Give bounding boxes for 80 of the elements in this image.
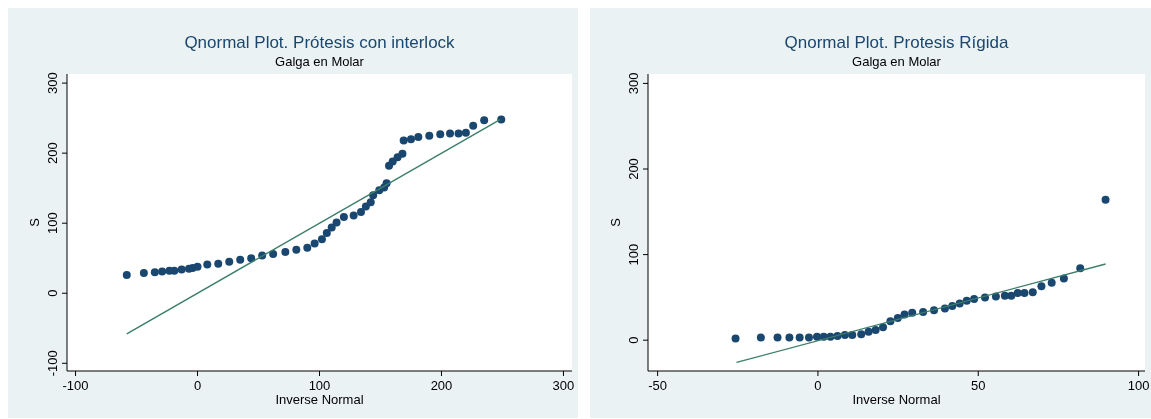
point <box>414 133 423 142</box>
x-tick-label: -50 <box>648 378 668 393</box>
point <box>436 130 445 139</box>
x-tick-label: 100 <box>308 378 331 393</box>
point <box>480 116 489 125</box>
y-tick-label: 100 <box>45 212 60 235</box>
y-tick-label: 200 <box>626 158 641 180</box>
point <box>1028 288 1037 297</box>
chart-subtitle: Galga en Molar <box>852 54 942 69</box>
point <box>1037 282 1046 291</box>
point <box>158 267 167 276</box>
point <box>756 333 765 342</box>
x-tick-label: 100 <box>1127 378 1150 393</box>
y-tick-label: 0 <box>45 289 60 297</box>
point <box>317 235 326 244</box>
point <box>469 121 478 130</box>
point <box>1047 278 1056 287</box>
point <box>247 254 256 263</box>
point <box>454 129 463 138</box>
point <box>356 207 365 216</box>
point <box>303 243 312 252</box>
point <box>193 262 202 271</box>
point <box>322 229 331 238</box>
point <box>425 131 434 140</box>
point <box>795 333 804 342</box>
point <box>225 257 234 266</box>
point <box>1013 289 1022 298</box>
point <box>857 330 866 339</box>
x-tick-label: 300 <box>552 378 575 393</box>
point <box>177 265 186 274</box>
chart-title: Qnormal Plot. Prótesis con interlock <box>184 33 456 52</box>
x-tick-label: 200 <box>430 378 453 393</box>
point <box>214 259 223 268</box>
x-tick-label: 0 <box>814 378 822 393</box>
y-tick-label: 100 <box>626 243 641 266</box>
point <box>773 333 782 342</box>
point <box>871 325 880 334</box>
point <box>327 223 336 232</box>
point <box>281 247 290 256</box>
point <box>203 260 212 269</box>
point <box>398 149 407 158</box>
point <box>731 334 740 343</box>
point <box>1059 274 1068 283</box>
point <box>785 333 794 342</box>
chart-subtitle: Galga en Molar <box>275 54 365 69</box>
point <box>150 268 159 277</box>
point <box>864 327 873 336</box>
y-tick-label: 200 <box>45 142 60 164</box>
point <box>122 271 131 280</box>
y-axis-title: S <box>608 217 623 227</box>
point <box>139 268 148 277</box>
x-tick-label: 0 <box>193 378 202 393</box>
y-tick-label: 300 <box>626 72 641 95</box>
point <box>1101 195 1110 204</box>
point <box>446 129 455 138</box>
y-axis-title: S <box>27 217 42 227</box>
x-tick-label: 50 <box>971 378 986 393</box>
point <box>366 198 375 207</box>
point <box>236 255 245 264</box>
point <box>812 332 821 341</box>
point <box>310 239 319 248</box>
point <box>804 333 813 342</box>
point <box>292 245 301 254</box>
y-tick-label: 0 <box>626 336 641 344</box>
x-tick-label: -100 <box>62 378 89 393</box>
point <box>399 136 408 145</box>
point <box>332 218 341 227</box>
point <box>1020 289 1029 298</box>
point <box>170 266 179 275</box>
y-tick-label: 300 <box>45 72 60 94</box>
point <box>461 128 470 137</box>
point <box>1007 291 1016 300</box>
point <box>339 212 348 221</box>
point <box>349 211 358 220</box>
point <box>406 135 415 144</box>
point <box>879 323 888 332</box>
chart-title: Qnormal Plot. Protesis Rígida <box>784 33 1010 52</box>
x-axis-title: Inverse Normal <box>275 392 364 407</box>
x-axis-title: Inverse Normal <box>852 392 941 407</box>
point <box>388 157 397 166</box>
